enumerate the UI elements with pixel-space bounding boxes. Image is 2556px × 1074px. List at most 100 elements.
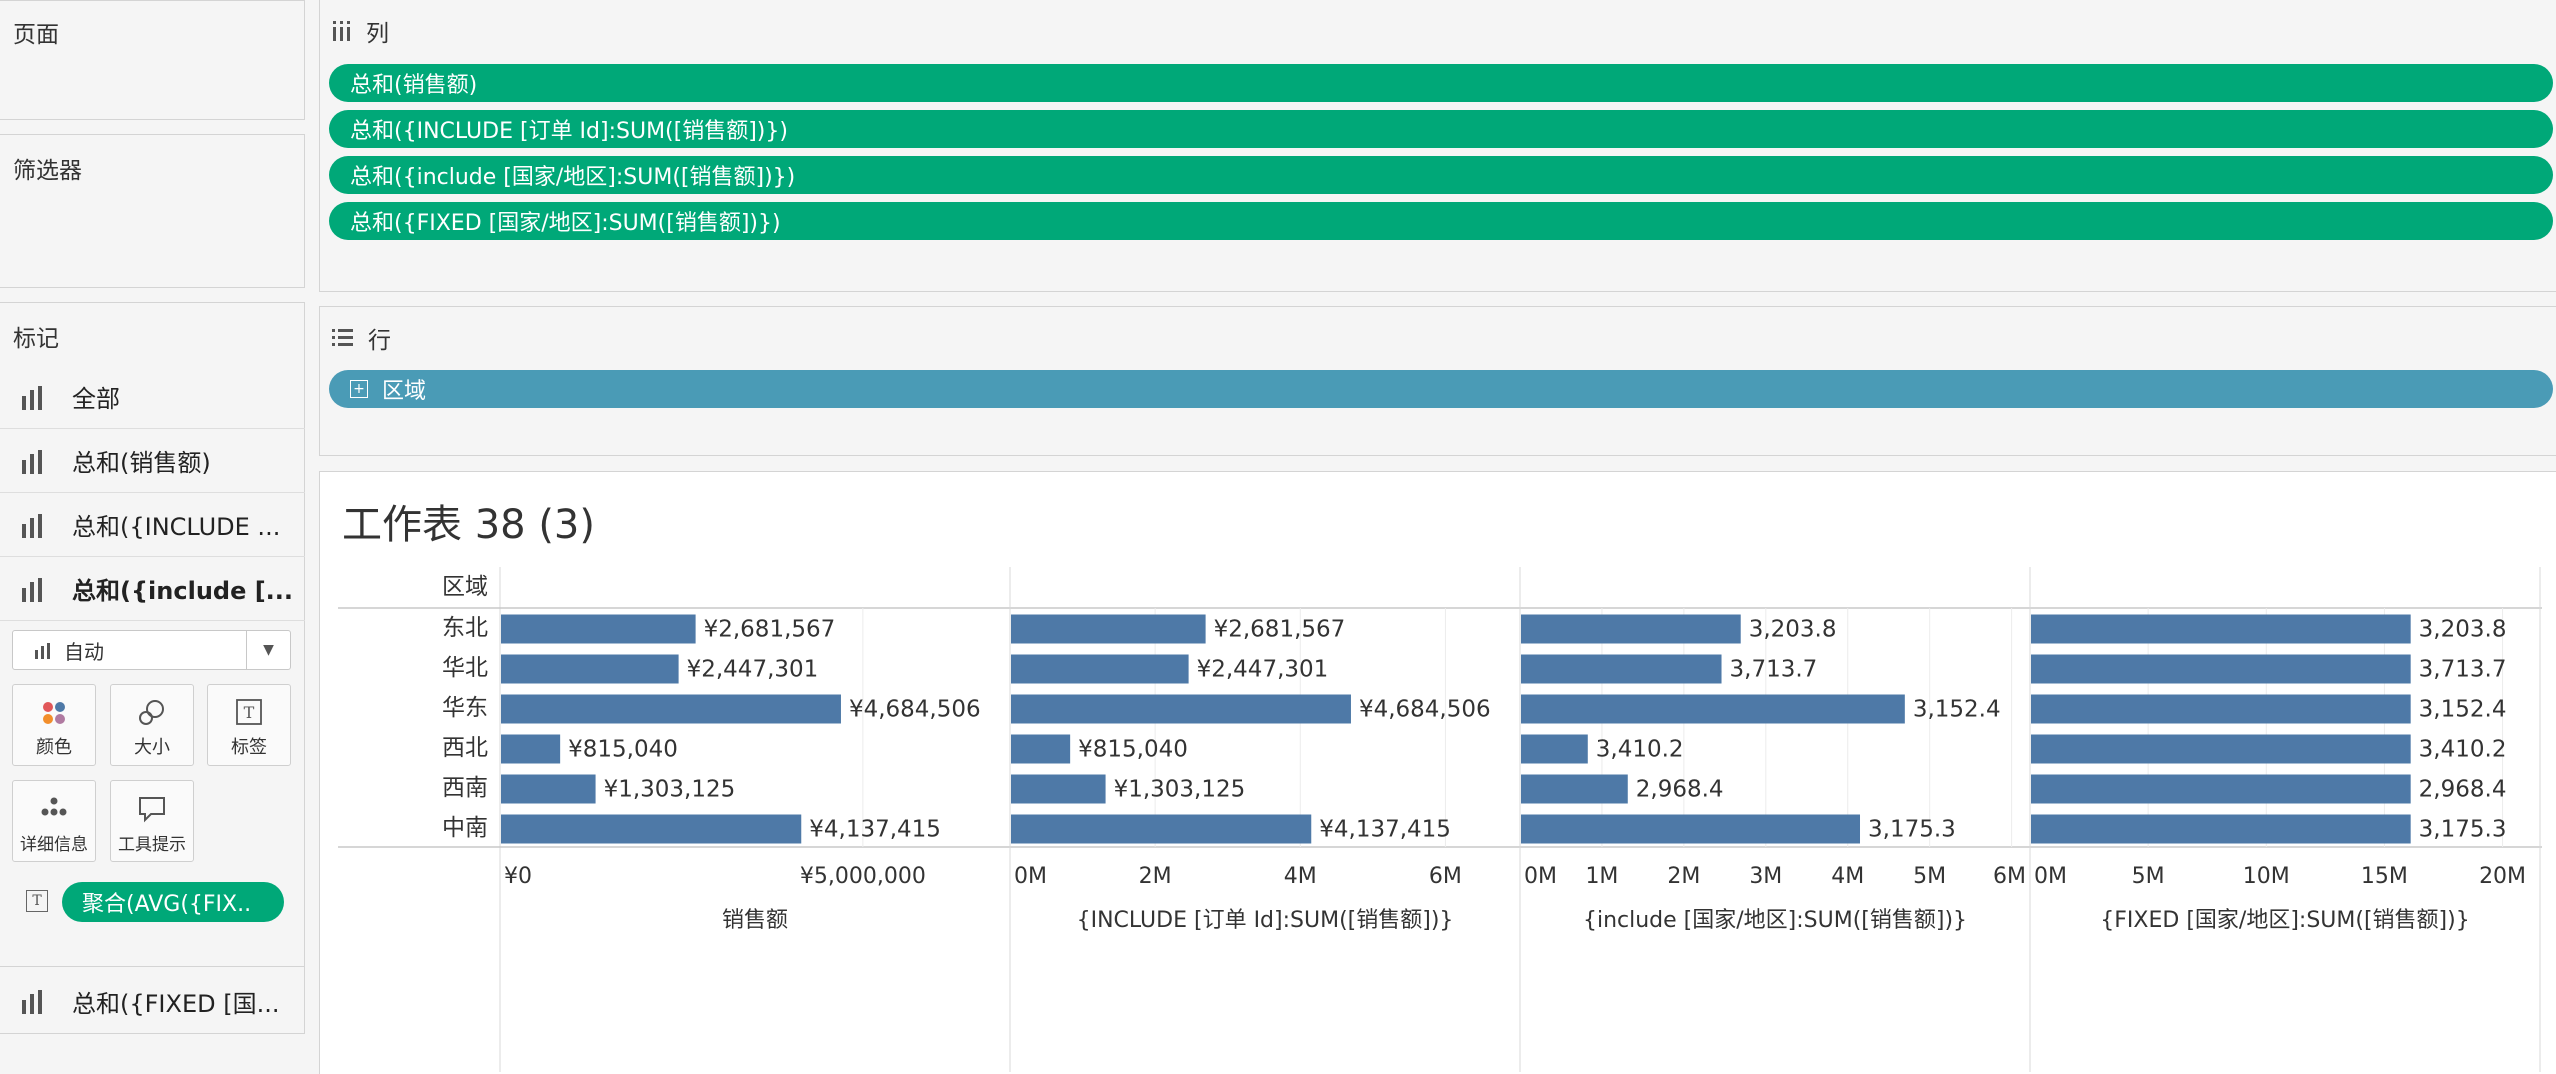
bar-chart-icon: [22, 512, 50, 538]
bar-data-label: ¥1,303,125: [604, 777, 736, 803]
bar[interactable]: [1011, 694, 1351, 724]
bar-data-label: ¥815,040: [1078, 737, 1188, 763]
expand-plus-icon[interactable]: +: [350, 380, 368, 398]
bar-data-label: 2,968.4: [1636, 777, 1724, 803]
bar[interactable]: [1011, 814, 1312, 844]
axis-tick-label: 4M: [1831, 864, 1864, 889]
bar[interactable]: [1521, 814, 1861, 844]
filters-title: 筛选器: [13, 158, 82, 184]
marks-tab-all[interactable]: 全部: [0, 365, 305, 429]
axis-tick-label: 5M: [2132, 864, 2165, 889]
color-icon: [43, 702, 65, 724]
marks-tab-label: 总和({FIXED [国...: [72, 989, 280, 1018]
bar-data-label: 3,203.8: [2419, 617, 2507, 643]
columns-icon: [333, 21, 350, 41]
axis-tick-label: 6M: [1993, 864, 2026, 889]
mark-type-value: 自动: [64, 639, 104, 664]
bar[interactable]: [501, 814, 802, 844]
axis-tick-label: 1M: [1585, 864, 1618, 889]
columns-shelf-title: 列: [366, 21, 389, 47]
bar-data-label: ¥4,137,415: [809, 817, 941, 843]
marks-tab-label: 全部: [72, 385, 120, 413]
chevron-down-icon[interactable]: ▼: [246, 631, 290, 669]
bar-chart-icon: [22, 988, 50, 1014]
bar[interactable]: [1521, 694, 1905, 724]
marks-tab-fixed-card: 总和({FIXED [国...: [0, 966, 305, 1034]
axis-tick-label: 10M: [2243, 864, 2290, 889]
axis-tick-label: 4M: [1284, 864, 1317, 889]
label-label: 标签: [231, 737, 267, 758]
bar-chart-icon: [22, 448, 50, 474]
bar[interactable]: [2031, 614, 2411, 644]
bar[interactable]: [501, 734, 561, 764]
marks-tab-include-order[interactable]: 总和({INCLUDE ...: [0, 493, 305, 557]
columns-shelf-header: 列: [332, 14, 389, 48]
size-label: 大小: [134, 737, 170, 758]
filters-card[interactable]: 筛选器: [0, 134, 305, 288]
column-pill-fixed-country[interactable]: 总和({FIXED [国家/地区]:SUM([销售额])}): [329, 202, 2553, 240]
axis-tick-label: 2M: [1139, 864, 1172, 889]
bar-data-label: 3,152.4: [2419, 697, 2507, 723]
bar[interactable]: [1011, 734, 1071, 764]
bar[interactable]: [501, 614, 696, 644]
bar-data-label: 3,410.2: [2419, 737, 2507, 763]
bar[interactable]: [501, 654, 679, 684]
bar[interactable]: [1521, 654, 1722, 684]
marks-tab-fixed[interactable]: 总和({FIXED [国...: [0, 969, 305, 1033]
detail-label: 详细信息: [20, 835, 88, 855]
bar-data-label: 3,203.8: [1749, 617, 1837, 643]
mark-type-dropdown[interactable]: 自动 ▼: [12, 630, 291, 670]
region-label: 西北: [442, 735, 488, 761]
marks-tab-sales[interactable]: 总和(销售额): [0, 429, 305, 493]
axis-tick-label: 2M: [1667, 864, 1700, 889]
bar[interactable]: [2031, 774, 2411, 804]
axis-tick-label: 0M: [2034, 864, 2067, 889]
agg-avg-fixed-pill[interactable]: 聚合(AVG({FIX..: [62, 882, 284, 922]
bar[interactable]: [1521, 774, 1628, 804]
bar[interactable]: [2031, 654, 2411, 684]
bar-data-label: 3,175.3: [1868, 817, 1956, 843]
bar[interactable]: [1521, 614, 1741, 644]
label-button[interactable]: T 标签: [207, 684, 291, 766]
bar-data-label: ¥4,137,415: [1319, 817, 1451, 843]
bar[interactable]: [501, 694, 841, 724]
tooltip-icon: [139, 797, 165, 823]
bar[interactable]: [1011, 774, 1106, 804]
axis-title: {include [国家/地区]:SUM([销售额])}: [1583, 908, 1967, 933]
marks-tab-label: 总和({INCLUDE ...: [72, 513, 281, 541]
bar[interactable]: [501, 774, 596, 804]
detail-icon: [41, 797, 67, 816]
size-button[interactable]: 大小: [110, 684, 194, 766]
bar[interactable]: [1011, 614, 1206, 644]
region-label: 中南: [442, 815, 488, 841]
size-icon: [139, 700, 164, 725]
bar[interactable]: [1011, 654, 1189, 684]
axis-tick-label: 20M: [2479, 864, 2526, 889]
column-pill-include-order[interactable]: 总和({INCLUDE [订单 Id]:SUM([销售额])}): [329, 110, 2553, 148]
axis-tick-label: ¥5,000,000: [800, 864, 926, 889]
tooltip-button[interactable]: 工具提示: [110, 780, 194, 862]
pages-title: 页面: [13, 22, 59, 48]
rows-shelf-title: 行: [368, 328, 391, 354]
bar[interactable]: [2031, 694, 2411, 724]
rows-shelf-header: 行: [332, 321, 391, 355]
column-pill-include-country[interactable]: 总和({include [国家/地区]:SUM([销售额])}): [329, 156, 2553, 194]
bar[interactable]: [1521, 734, 1588, 764]
label-field-icon: T: [26, 890, 48, 912]
bar-data-label: ¥2,447,301: [687, 657, 819, 683]
color-button[interactable]: 颜色: [12, 684, 96, 766]
detail-button[interactable]: 详细信息: [12, 780, 96, 862]
row-pill-label: 区域: [382, 379, 427, 404]
bar-data-label: ¥4,684,506: [1359, 697, 1491, 723]
marks-tab-include-country[interactable]: 总和({include [...: [0, 557, 305, 621]
column-pill-sales[interactable]: 总和(销售额): [329, 64, 2553, 102]
rows-shelf: 行 + 区域: [319, 306, 2556, 456]
region-label: 华北: [442, 655, 488, 681]
region-label: 华东: [442, 695, 488, 721]
bar[interactable]: [2031, 814, 2411, 844]
svg-text:T: T: [244, 703, 255, 722]
bar-data-label: ¥2,447,301: [1197, 657, 1329, 683]
row-pill-region[interactable]: + 区域: [329, 370, 2553, 408]
bar[interactable]: [2031, 734, 2411, 764]
tooltip-label: 工具提示: [118, 835, 186, 855]
